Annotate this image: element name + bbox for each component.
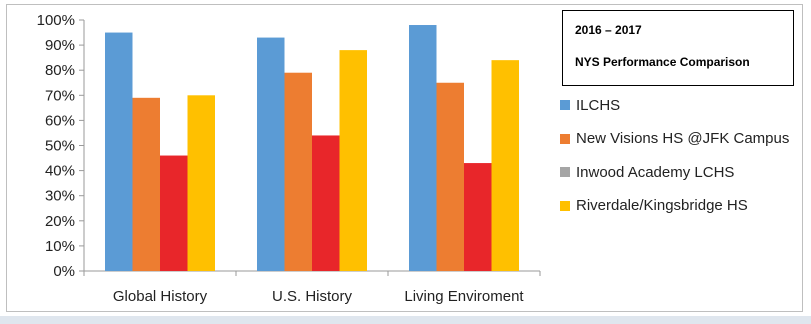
y-tick-label: 0%: [53, 263, 75, 280]
legend-swatch: [560, 200, 570, 211]
bar: [132, 97, 160, 271]
chart-title-box: 2016 – 2017 NYS Performance Comparison: [562, 10, 794, 86]
y-tick-label: 60%: [45, 112, 75, 129]
y-tick-label: 70%: [45, 87, 75, 104]
y-tick-label: 10%: [45, 238, 75, 255]
y-tick-label: 90%: [45, 37, 75, 54]
legend-item-riverdale: Riverdale/Kingsbridge HS: [560, 196, 800, 216]
legend-swatch: [560, 133, 570, 144]
legend-label: ILCHS: [576, 96, 621, 114]
bar: [339, 50, 367, 272]
legend-swatch: [560, 167, 570, 177]
legend-item-ilchs: ILCHS: [560, 95, 800, 115]
chart-title: NYS Performance Comparison: [575, 55, 750, 69]
chart-title-year: 2016 – 2017: [575, 23, 642, 37]
bar: [491, 60, 519, 271]
legend-label: New Visions HS @JFK Campus: [576, 130, 790, 147]
bottom-strip: [0, 316, 811, 324]
bar: [409, 25, 437, 271]
bar: [187, 95, 215, 271]
tick-labels: 0% 10% 20% 30% 40% 50% 60% 70% 80% 90% 100% Global …: [37, 12, 525, 305]
bar: [284, 72, 312, 272]
legend-item-inwood: Inwood Academy LCHS: [560, 162, 800, 182]
legend-label: Inwood Academy LCHS: [576, 163, 735, 181]
y-tick-label: 80%: [45, 62, 75, 79]
x-tick-label: Global History: [113, 288, 208, 305]
legend: ILCHS New Visions HS @JFK Campus Inwood …: [560, 95, 800, 229]
bar: [436, 82, 464, 271]
bars: [105, 25, 519, 272]
bar: [160, 155, 188, 271]
x-tick-label: Living Enviroment: [404, 288, 524, 305]
y-tick-label: 20%: [45, 213, 75, 230]
legend-label: Riverdale/Kingsbridge HS: [576, 197, 748, 214]
bar: [257, 37, 285, 271]
bar: [464, 163, 492, 271]
legend-item-new-visions: New Visions HS @JFK Campus: [560, 129, 800, 149]
bar: [105, 32, 133, 271]
y-tick-label: 30%: [45, 188, 75, 205]
bar: [312, 135, 340, 271]
legend-swatch: [560, 100, 570, 110]
x-tick-label: U.S. History: [272, 288, 353, 305]
y-tick-label: 50%: [45, 138, 75, 155]
y-tick-label: 100%: [37, 12, 75, 29]
y-tick-label: 40%: [45, 163, 75, 180]
